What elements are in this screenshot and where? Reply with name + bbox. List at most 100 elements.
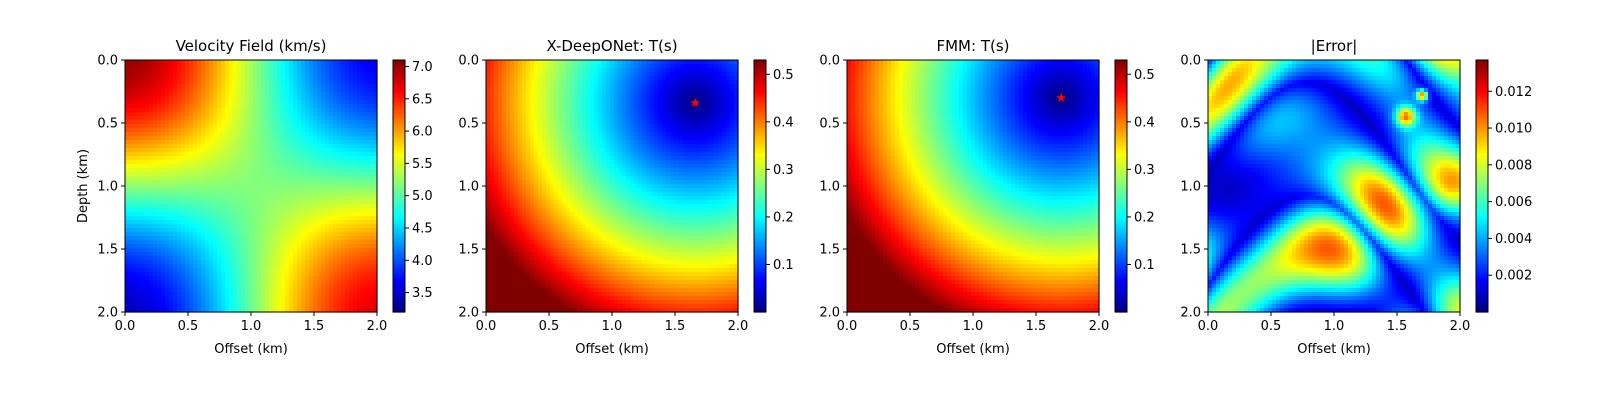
heatmap-cell bbox=[345, 204, 350, 209]
heatmap-cell bbox=[265, 256, 270, 261]
heatmap-cell bbox=[325, 260, 330, 265]
heatmap-cell bbox=[233, 208, 238, 213]
heatmap-cell bbox=[229, 68, 234, 73]
heatmap-cell bbox=[221, 76, 226, 81]
heatmap-cell bbox=[281, 180, 286, 185]
heatmap-cell bbox=[546, 80, 551, 85]
heatmap-cell bbox=[125, 144, 130, 149]
heatmap-cell bbox=[249, 124, 254, 129]
heatmap-cell bbox=[602, 100, 607, 105]
heatmap-cell bbox=[345, 264, 350, 269]
heatmap-cell bbox=[217, 120, 222, 125]
heatmap-cell bbox=[181, 204, 186, 209]
heatmap-cell bbox=[173, 176, 178, 181]
heatmap-cell bbox=[682, 112, 687, 117]
heatmap-cell bbox=[189, 72, 194, 77]
heatmap-cell bbox=[217, 208, 222, 213]
heatmap-cell bbox=[313, 252, 318, 257]
heatmap-cell bbox=[269, 256, 274, 261]
heatmap-cell bbox=[157, 88, 162, 93]
heatmap-cell bbox=[141, 164, 146, 169]
heatmap-cell bbox=[249, 256, 254, 261]
heatmap-cell bbox=[309, 84, 314, 89]
heatmap-cell bbox=[329, 68, 334, 73]
heatmap-cell bbox=[153, 232, 158, 237]
heatmap-cell bbox=[193, 128, 198, 133]
heatmap-cell bbox=[630, 64, 635, 69]
heatmap-cell bbox=[225, 124, 230, 129]
heatmap-cell bbox=[550, 112, 555, 117]
heatmap-cell bbox=[157, 236, 162, 241]
heatmap-cell bbox=[177, 112, 182, 117]
heatmap-cell bbox=[702, 108, 707, 113]
heatmap-cell bbox=[189, 160, 194, 165]
heatmap-cell bbox=[253, 76, 258, 81]
heatmap-cell bbox=[273, 180, 278, 185]
heatmap-cell bbox=[722, 92, 727, 97]
heatmap-cell bbox=[225, 136, 230, 141]
heatmap-cell bbox=[213, 156, 218, 161]
heatmap-cell bbox=[137, 120, 142, 125]
heatmap-cell bbox=[205, 300, 210, 305]
heatmap-cell bbox=[221, 136, 226, 141]
heatmap-cell bbox=[197, 184, 202, 189]
heatmap-cell bbox=[201, 300, 206, 305]
heatmap-cell bbox=[193, 164, 198, 169]
heatmap-cell bbox=[353, 92, 358, 97]
heatmap-cell bbox=[173, 220, 178, 225]
heatmap-cell bbox=[149, 124, 154, 129]
heatmap-cell bbox=[285, 224, 290, 229]
heatmap-cell bbox=[213, 128, 218, 133]
heatmap-cell bbox=[205, 100, 210, 105]
heatmap-cell bbox=[277, 280, 282, 285]
heatmap-cell bbox=[157, 288, 162, 293]
heatmap-cell bbox=[357, 84, 362, 89]
heatmap-cell bbox=[241, 224, 246, 229]
heatmap-cell bbox=[345, 96, 350, 101]
heatmap-cell bbox=[325, 204, 330, 209]
heatmap-cell bbox=[710, 100, 715, 105]
heatmap-cell bbox=[157, 168, 162, 173]
heatmap-cell bbox=[237, 264, 242, 269]
heatmap-cell bbox=[237, 304, 242, 309]
heatmap-cell bbox=[730, 84, 735, 89]
heatmap-cell bbox=[349, 188, 354, 193]
heatmap-cell bbox=[265, 92, 270, 97]
heatmap-cell bbox=[265, 168, 270, 173]
heatmap-cell bbox=[594, 76, 599, 81]
heatmap-cell bbox=[237, 236, 242, 241]
heatmap-cell bbox=[261, 260, 266, 265]
heatmap-cell bbox=[726, 68, 731, 73]
heatmap-cell bbox=[177, 100, 182, 105]
heatmap-cell bbox=[325, 132, 330, 137]
heatmap-cell bbox=[325, 96, 330, 101]
heatmap-cell bbox=[622, 72, 627, 77]
heatmap-cell bbox=[273, 164, 278, 169]
heatmap-cell bbox=[337, 188, 342, 193]
heatmap-cell bbox=[245, 232, 250, 237]
heatmap-cell bbox=[666, 60, 671, 65]
heatmap-cell bbox=[305, 124, 310, 129]
heatmap-cell bbox=[566, 72, 571, 77]
heatmap-cell bbox=[538, 84, 543, 89]
heatmap-cell bbox=[169, 236, 174, 241]
heatmap-cell bbox=[185, 72, 190, 77]
heatmap-cell bbox=[353, 196, 358, 201]
heatmap-cell bbox=[277, 96, 282, 101]
heatmap-cell bbox=[273, 236, 278, 241]
heatmap-cell bbox=[574, 76, 579, 81]
heatmap-cell bbox=[125, 116, 130, 121]
heatmap-cell bbox=[205, 152, 210, 157]
heatmap-cell bbox=[690, 84, 695, 89]
heatmap-cell bbox=[221, 296, 226, 301]
heatmap-cell bbox=[345, 252, 350, 257]
heatmap-cell bbox=[586, 64, 591, 69]
heatmap-cell bbox=[137, 92, 142, 97]
heatmap-cell bbox=[141, 144, 146, 149]
heatmap-cell bbox=[309, 196, 314, 201]
heatmap-cell bbox=[622, 96, 627, 101]
heatmap-cell bbox=[185, 144, 190, 149]
heatmap-cell bbox=[325, 168, 330, 173]
heatmap-cell bbox=[618, 76, 623, 81]
heatmap-cell bbox=[261, 220, 266, 225]
